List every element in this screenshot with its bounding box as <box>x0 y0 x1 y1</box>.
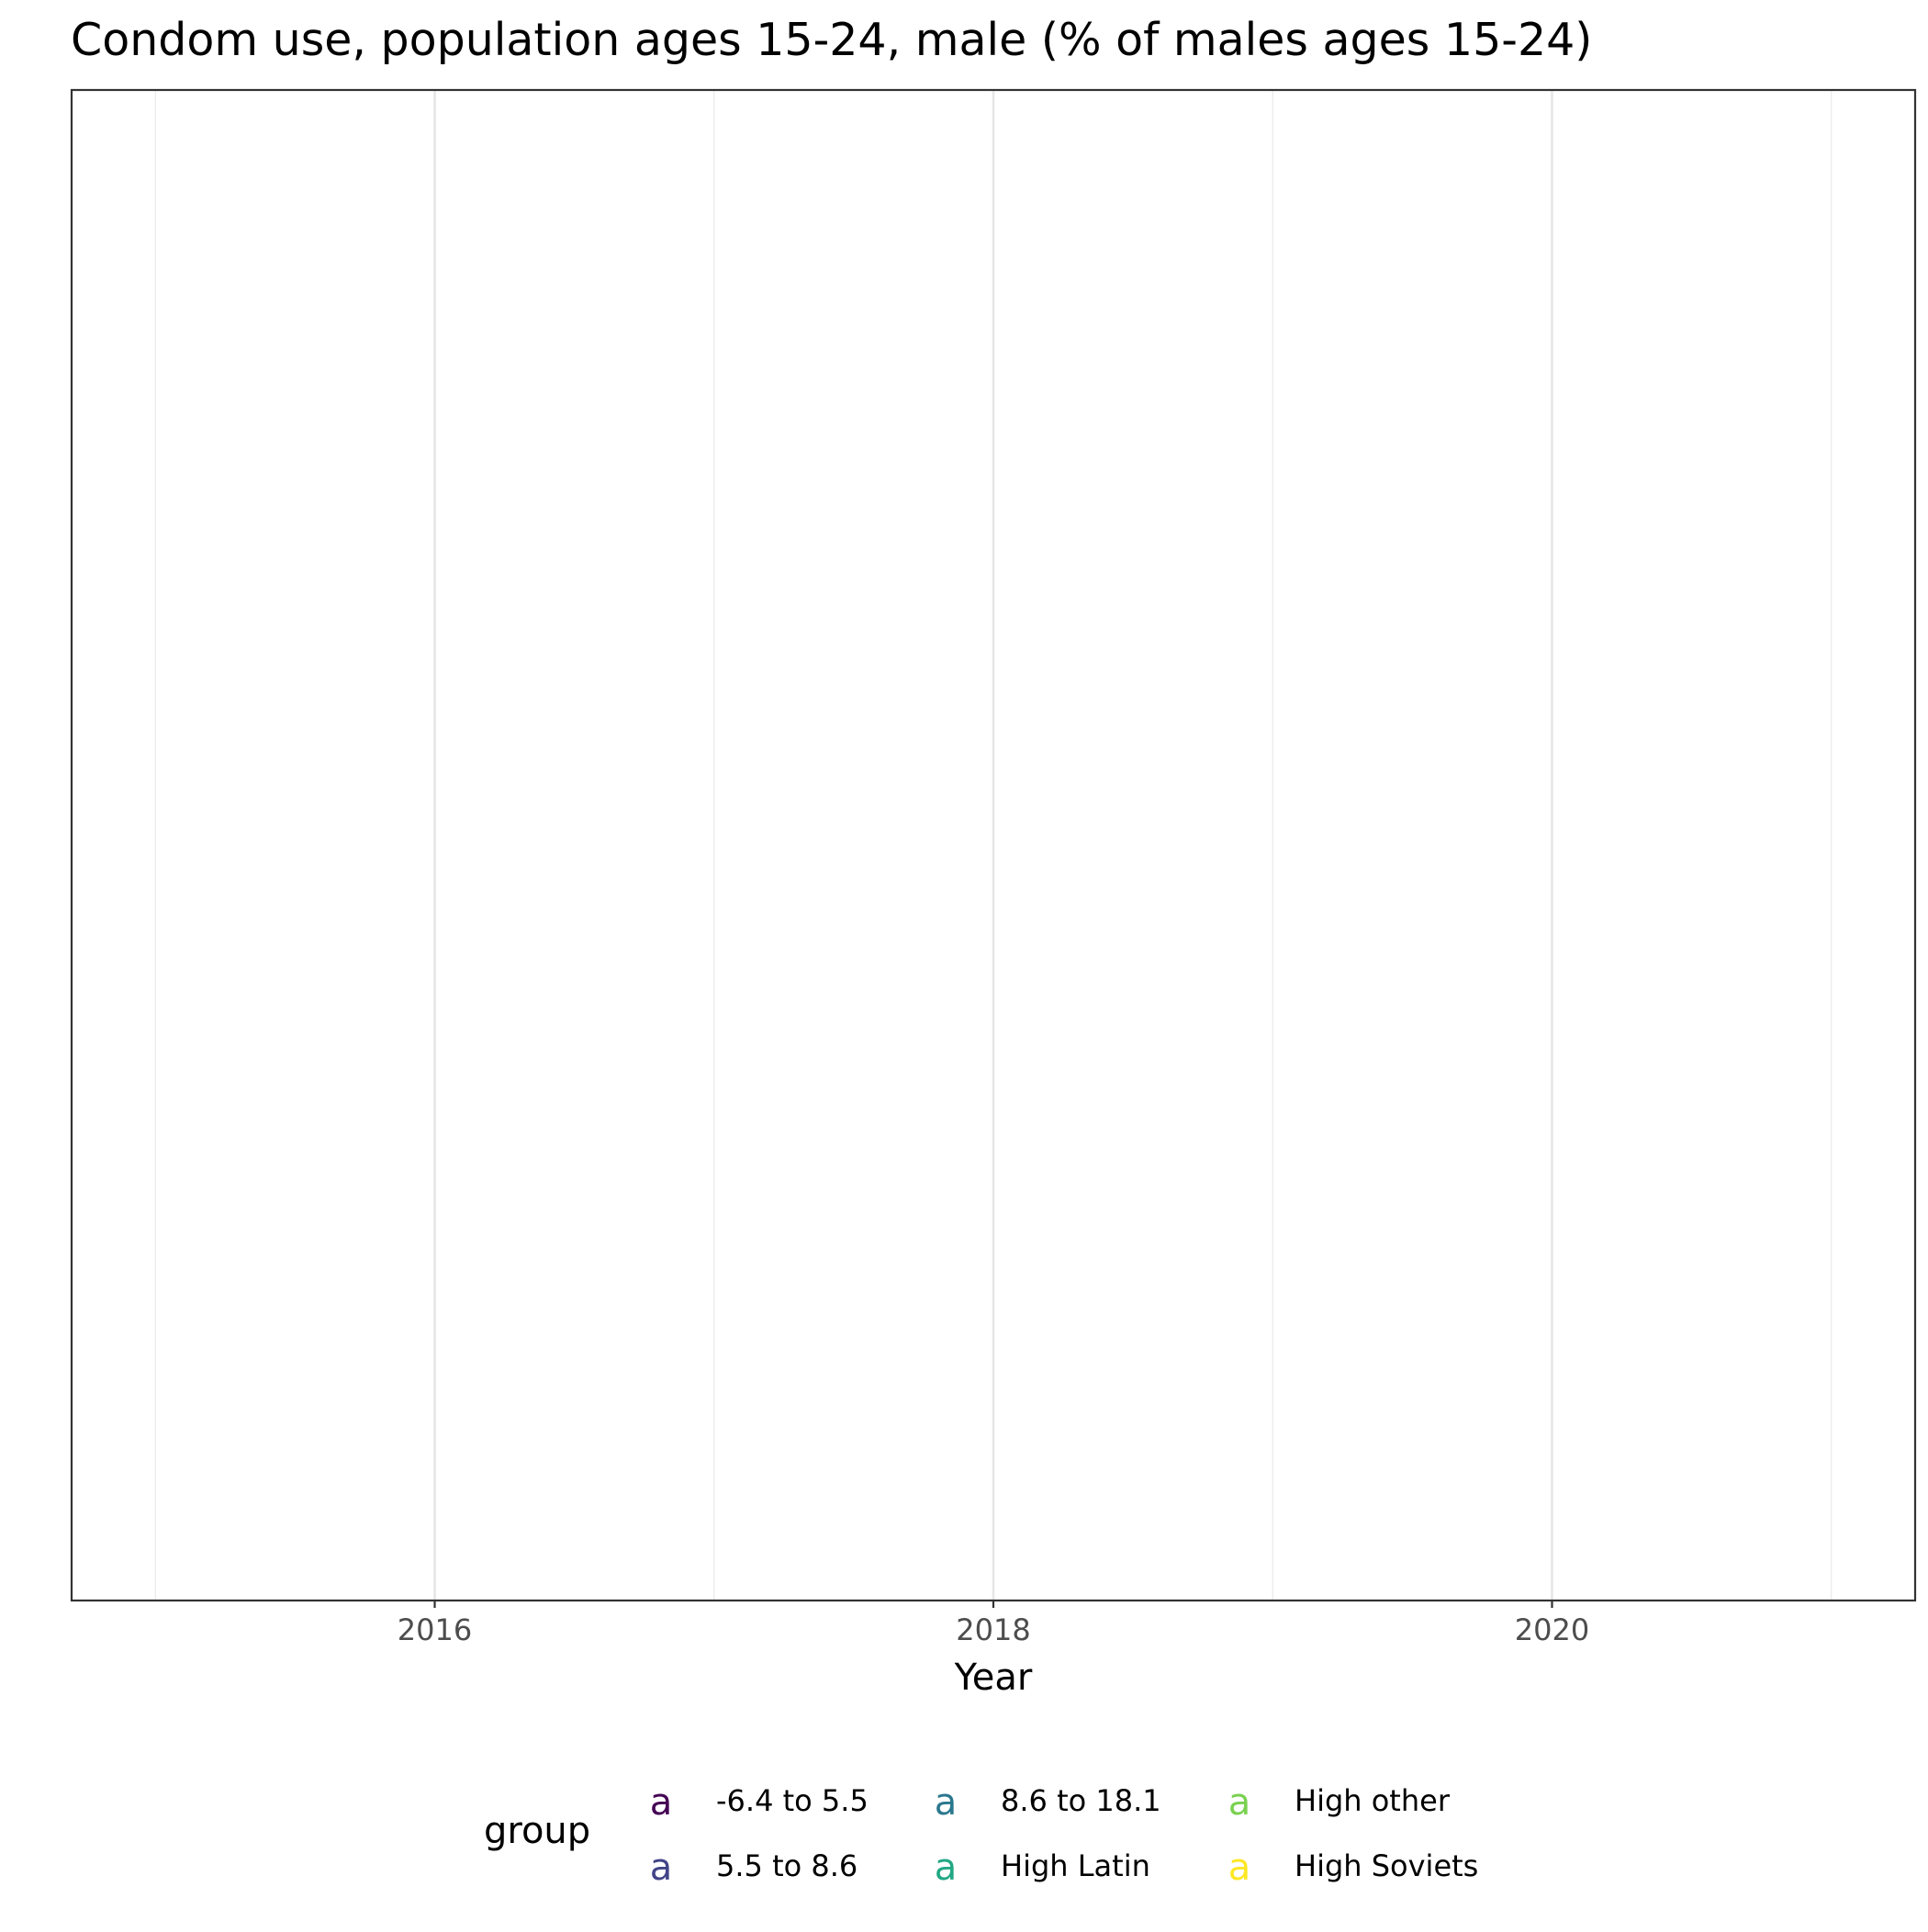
legend-item: a 5.5 to 8.6 <box>650 1847 858 1889</box>
minor-grid <box>154 90 1833 1601</box>
legend-item-label: 5.5 to 8.6 <box>716 1848 858 1883</box>
legend-item: a High Latin <box>935 1847 1150 1889</box>
legend-title: group <box>484 1810 590 1852</box>
legend-item: a High Soviets <box>1228 1847 1479 1889</box>
legend-item-label: -6.4 to 5.5 <box>716 1783 869 1818</box>
x-tick-label: 2018 <box>956 1612 1030 1647</box>
x-tick-label: 2020 <box>1515 1612 1589 1647</box>
legend-key-glyph: a <box>1228 1781 1251 1824</box>
chart-title: Condom use, population ages 15-24, male … <box>71 14 1592 66</box>
legend-item-label: High Latin <box>1001 1848 1150 1883</box>
legend-item: a High other <box>1228 1781 1451 1824</box>
x-axis: 2016 2018 2020 <box>398 1601 1589 1647</box>
legend-item-label: 8.6 to 18.1 <box>1001 1783 1161 1818</box>
legend-item: a 8.6 to 18.1 <box>935 1781 1161 1824</box>
x-tick-label: 2016 <box>398 1612 472 1647</box>
x-axis-title: Year <box>954 1657 1033 1699</box>
legend-key-glyph: a <box>1228 1847 1251 1889</box>
legend-item-label: High Soviets <box>1295 1848 1478 1883</box>
legend-items: a -6.4 to 5.5 a 5.5 to 8.6 a 8.6 to 18.1 a High… <box>650 1781 1479 1889</box>
legend-key-glyph: a <box>935 1781 958 1824</box>
legend-key-glyph: a <box>935 1847 958 1889</box>
major-grid <box>433 90 1553 1601</box>
legend-key-glyph: a <box>650 1847 673 1889</box>
plot-area <box>70 88 1917 1602</box>
legend-key-glyph: a <box>650 1781 673 1824</box>
legend: group a -6.4 to 5.5 a 5.5 to 8.6 a 8.6 to 18.… <box>484 1781 1478 1889</box>
legend-item-label: High other <box>1295 1783 1451 1818</box>
legend-item: a -6.4 to 5.5 <box>650 1781 869 1824</box>
